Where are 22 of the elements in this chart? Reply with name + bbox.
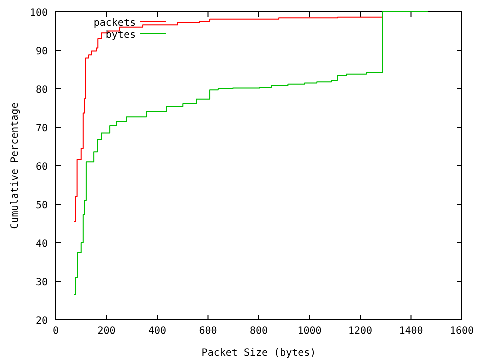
x-tick-label: 1600 (450, 326, 474, 337)
y-tick-label: 60 (36, 162, 48, 173)
y-tick-label: 50 (36, 200, 48, 212)
x-tick-label: 0 (52, 326, 60, 337)
y-tick-label: 70 (36, 124, 48, 134)
x-axis-title: Packet Size (bytes) (202, 348, 316, 359)
y-tick-label: 20 (36, 316, 48, 327)
x-tick-label: 1200 (348, 326, 373, 337)
y-tick-label: 100 (30, 8, 48, 19)
legend-label: packets (94, 18, 136, 29)
x-tick-label: 400 (148, 326, 167, 337)
legend-label: bytes (106, 30, 136, 41)
x-tick-label: 600 (199, 326, 218, 337)
x-tick-label: 800 (250, 326, 268, 337)
y-tick-label: 80 (36, 85, 48, 96)
y-tick-label: 40 (36, 239, 48, 250)
y-axis-title: Cumulative Percentage (10, 102, 21, 230)
x-tick-label: 1400 (399, 326, 424, 337)
y-tick-label: 90 (36, 46, 48, 58)
y-tick-label: 30 (36, 278, 48, 288)
x-tick-label: 200 (98, 326, 116, 337)
x-tick-label: 1000 (298, 326, 322, 337)
